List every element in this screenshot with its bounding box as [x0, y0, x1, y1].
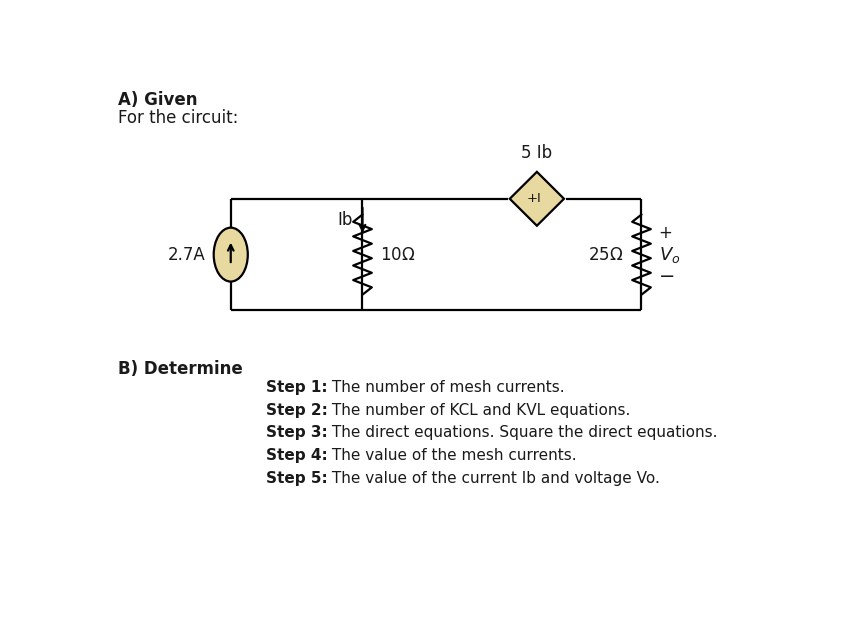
Text: −: − — [658, 267, 674, 286]
Text: +I: +I — [525, 193, 541, 205]
Text: $V_o$: $V_o$ — [658, 244, 679, 265]
Text: +: + — [658, 224, 671, 242]
Polygon shape — [509, 172, 563, 226]
Text: Step 2:: Step 2: — [265, 403, 327, 418]
Text: The number of mesh currents.: The number of mesh currents. — [327, 380, 564, 395]
Text: The value of the current Ib and voltage Vo.: The value of the current Ib and voltage … — [327, 471, 659, 486]
Text: 5 Ib: 5 Ib — [520, 144, 552, 162]
Text: Step 4:: Step 4: — [265, 448, 327, 463]
Text: Step 1:: Step 1: — [265, 380, 327, 395]
Ellipse shape — [213, 228, 247, 281]
Text: The number of KCL and KVL equations.: The number of KCL and KVL equations. — [327, 403, 630, 418]
Text: B) Determine: B) Determine — [119, 360, 243, 378]
Text: A) Given: A) Given — [119, 91, 198, 109]
Text: The direct equations. Square the direct equations.: The direct equations. Square the direct … — [327, 425, 717, 441]
Text: Step 3:: Step 3: — [265, 425, 327, 441]
Text: The value of the mesh currents.: The value of the mesh currents. — [327, 448, 577, 463]
Text: Step 5:: Step 5: — [265, 471, 327, 486]
Text: Ib: Ib — [337, 212, 352, 230]
Text: 10$\Omega$: 10$\Omega$ — [379, 246, 415, 263]
Text: For the circuit:: For the circuit: — [119, 109, 239, 126]
Text: 2.7A: 2.7A — [168, 246, 206, 263]
Text: 25$\Omega$: 25$\Omega$ — [587, 246, 622, 263]
